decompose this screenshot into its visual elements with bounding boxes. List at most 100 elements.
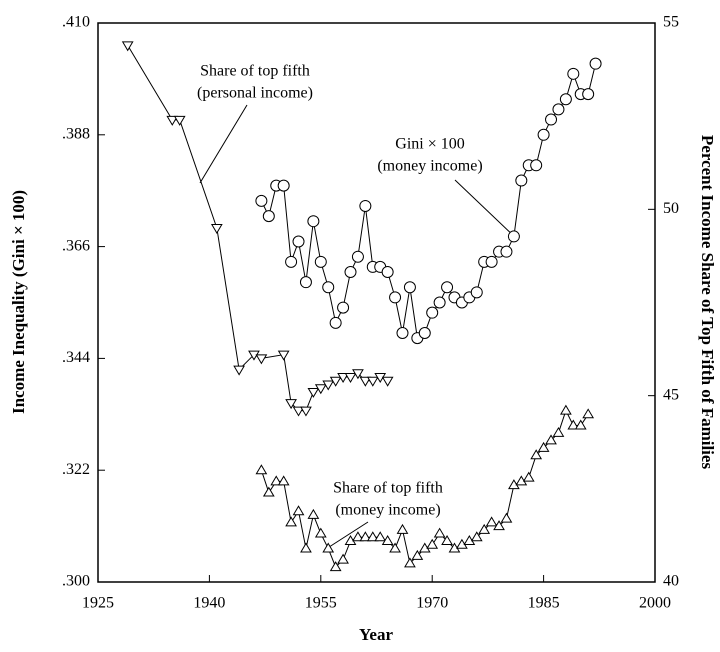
data-point [411,549,424,560]
annotation: (money income) [335,502,440,519]
data-point [277,475,290,486]
data-point [300,406,312,417]
data-point [255,464,268,475]
y2-tick-label: 55 [663,14,679,31]
data-point [381,376,394,387]
data-point [359,376,372,387]
data-point [285,516,297,527]
data-point [537,128,550,141]
y-tick-label: .366 [62,237,90,254]
y-axis-title: Income Inequality (Gini × 100) [9,190,28,414]
annotation: Gini × 100 [395,136,464,153]
data-point [396,326,409,339]
y2-tick-label: 50 [663,200,679,217]
data-point [374,531,387,542]
data-point [582,408,595,419]
data-point [404,557,416,568]
data-point [337,553,349,564]
data-point [493,520,505,531]
data-point [277,350,290,361]
data-point [300,542,312,553]
data-point [262,210,275,223]
x-axis-title: Year [359,625,393,644]
data-point [567,419,580,430]
data-point [500,512,513,523]
data-point [507,230,520,243]
data-point [530,449,543,460]
data-point [478,523,491,534]
y-tick-label: .344 [62,349,90,366]
annotation: (personal income) [197,85,313,102]
data-point [381,535,394,546]
data-point [351,250,364,263]
data-point [255,194,268,207]
data-point [292,235,305,248]
data-point [545,434,557,445]
y2-axis-title: Percent Income Share of Top Fifth of Fam… [698,135,717,470]
data-point [582,88,595,101]
data-point [433,527,446,538]
data-point [322,542,335,553]
data-point [574,419,587,430]
data-point [426,306,439,319]
data-point [292,505,305,516]
y2-tick-label: 40 [663,573,679,590]
data-point [210,223,223,234]
data-point [292,406,305,417]
data-point [173,115,186,126]
y-tick-label: .322 [62,461,90,478]
plot-frame [97,22,656,583]
data-point [552,426,565,437]
data-point [344,266,357,279]
data-point [277,179,290,192]
x-tick-label: 1955 [305,595,337,612]
data-point [589,57,602,70]
data-point [262,486,275,497]
data-point [470,531,483,542]
data-point [366,376,379,387]
data-point [485,255,498,268]
data-point [537,441,550,452]
data-point [470,286,483,299]
data-point [121,41,134,52]
data-point [560,404,572,415]
data-point [329,316,342,329]
data-point [352,531,364,542]
data-point [314,255,327,268]
data-point [344,373,357,384]
data-point [433,296,446,309]
data-point [426,538,439,549]
pointer [199,104,248,184]
x-tick-label: 1940 [193,595,225,612]
data-point [485,516,498,527]
y-tick-label: .388 [62,125,90,142]
data-point [559,93,572,106]
x-tick-label: 1925 [82,595,114,612]
data-point [381,266,394,279]
data-point [500,245,513,258]
data-point [322,380,335,391]
data-point [389,291,402,304]
data-point [366,531,379,542]
data-point [307,508,320,519]
data-point [337,301,350,314]
data-point [567,67,580,80]
pointer [454,179,519,241]
x-tick-label: 1970 [416,595,448,612]
data-point [270,475,283,486]
series-line [260,63,597,339]
data-point [314,527,327,538]
annotation: Share of top fifth [200,63,310,80]
pointer [325,521,369,550]
data-point [359,531,372,542]
y-tick-label: .410 [62,14,90,31]
data-point [299,276,312,289]
data-point [322,281,335,294]
data-point [441,281,454,294]
data-point [403,281,416,294]
data-point [530,159,543,172]
data-point [233,365,245,376]
data-point [552,103,565,116]
data-point [329,561,342,572]
